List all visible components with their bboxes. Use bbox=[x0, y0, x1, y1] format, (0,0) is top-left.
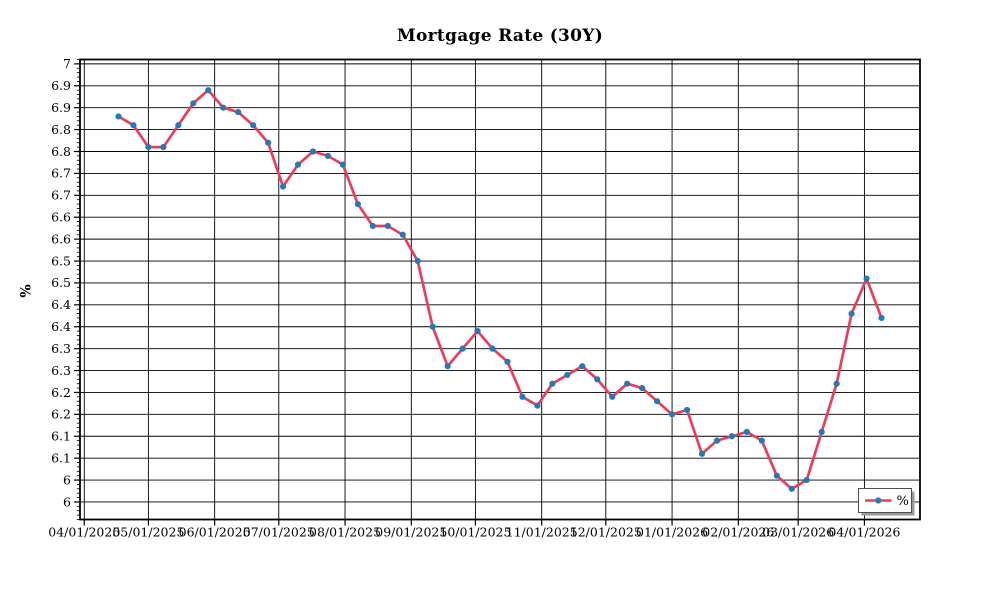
data-point bbox=[160, 144, 167, 151]
x-tick-label: 05/01/2025 bbox=[112, 525, 184, 540]
data-point bbox=[609, 393, 616, 400]
data-point bbox=[668, 411, 676, 418]
x-tick-label: 02/01/2026 bbox=[702, 525, 774, 540]
data-point bbox=[579, 363, 586, 370]
data-point bbox=[384, 222, 391, 230]
data-point bbox=[683, 406, 691, 414]
data-point bbox=[698, 450, 706, 457]
data-point bbox=[594, 376, 601, 383]
data-point bbox=[773, 472, 780, 479]
data-point bbox=[190, 100, 197, 107]
data-point bbox=[549, 380, 556, 387]
data-point bbox=[743, 428, 750, 435]
y-tick-label: 7 bbox=[63, 56, 71, 71]
data-point bbox=[639, 384, 646, 392]
x-tick-label: 03/01/2026 bbox=[762, 525, 834, 540]
y-tick-label: 6.8 bbox=[51, 122, 71, 137]
data-point bbox=[339, 161, 346, 168]
data-point bbox=[788, 485, 795, 492]
data-point bbox=[624, 380, 631, 387]
x-tick-label: 09/01/2025 bbox=[375, 525, 447, 540]
data-point bbox=[519, 393, 526, 400]
y-tick-label: 6.3 bbox=[51, 341, 71, 356]
y-tick-label: 6.2 bbox=[51, 385, 71, 400]
data-point bbox=[564, 371, 571, 379]
y-tick-label: 6.5 bbox=[51, 275, 71, 290]
plot-border bbox=[79, 58, 921, 521]
data-point bbox=[489, 345, 496, 352]
y-tick-label: 6.1 bbox=[51, 429, 71, 444]
data-point bbox=[130, 122, 137, 129]
data-point bbox=[175, 122, 182, 129]
data-point bbox=[429, 323, 436, 330]
data-point bbox=[324, 152, 332, 159]
data-point bbox=[399, 231, 406, 238]
data-point bbox=[309, 148, 317, 155]
data-point bbox=[294, 161, 302, 168]
data-point bbox=[758, 437, 765, 444]
x-tick-label: 11/01/2025 bbox=[506, 525, 578, 540]
y-tick-label: 6.7 bbox=[51, 166, 71, 181]
x-tick-label: 04/01/2026 bbox=[828, 525, 900, 540]
data-point bbox=[145, 144, 152, 151]
y-tick-label: 6.9 bbox=[51, 78, 71, 93]
data-point bbox=[444, 363, 451, 370]
rate-line bbox=[117, 88, 883, 491]
data-point bbox=[474, 328, 481, 335]
data-point bbox=[878, 314, 885, 322]
x-tick-label: 10/01/2025 bbox=[439, 525, 511, 540]
data-point bbox=[713, 437, 721, 444]
x-tick-label: 07/01/2025 bbox=[243, 525, 315, 540]
y-tick-label: 6.6 bbox=[51, 210, 71, 225]
x-tick-label: 04/01/2025 bbox=[48, 525, 120, 540]
legend-label: % bbox=[897, 494, 909, 509]
y-tick-label: 6.3 bbox=[51, 363, 71, 378]
data-point bbox=[264, 139, 272, 146]
x-tick-label: 01/01/2026 bbox=[636, 525, 708, 540]
data-point bbox=[654, 398, 661, 405]
data-point bbox=[115, 113, 122, 120]
data-point bbox=[728, 433, 736, 440]
data-point bbox=[369, 222, 376, 230]
data-point bbox=[818, 428, 825, 435]
y-tick-label: 6.8 bbox=[51, 144, 71, 159]
data-point bbox=[803, 476, 810, 484]
data-point bbox=[848, 310, 855, 317]
data-point bbox=[235, 108, 242, 116]
x-tick-label: 08/01/2025 bbox=[309, 525, 381, 540]
data-point bbox=[205, 87, 212, 94]
data-point bbox=[354, 200, 361, 208]
data-point bbox=[414, 257, 421, 265]
legend-marker bbox=[875, 497, 882, 504]
x-tick-label: 12/01/2025 bbox=[570, 525, 642, 540]
y-tick-label: 6.4 bbox=[51, 297, 71, 312]
data-point bbox=[279, 183, 287, 190]
y-tick-label: 6.7 bbox=[51, 188, 71, 203]
y-tick-label: 6 bbox=[63, 472, 71, 487]
data-point bbox=[833, 380, 840, 387]
y-tick-label: 6 bbox=[63, 494, 71, 509]
y-tick-label: 6.6 bbox=[51, 231, 71, 246]
data-point bbox=[504, 358, 511, 365]
y-tick-label: 6.4 bbox=[51, 319, 71, 334]
data-point bbox=[220, 104, 227, 111]
data-point bbox=[250, 122, 257, 129]
data-point bbox=[534, 402, 541, 409]
x-tick-label: 06/01/2025 bbox=[179, 525, 251, 540]
y-tick-label: 6.9 bbox=[51, 100, 71, 115]
data-point bbox=[459, 345, 466, 352]
y-tick-label: 6.2 bbox=[51, 407, 71, 422]
chart-title: Mortgage Rate (30Y) bbox=[396, 26, 604, 46]
y-tick-label: 6.5 bbox=[51, 253, 71, 268]
y-tick-label: 6.1 bbox=[51, 450, 71, 465]
data-point bbox=[863, 275, 870, 282]
